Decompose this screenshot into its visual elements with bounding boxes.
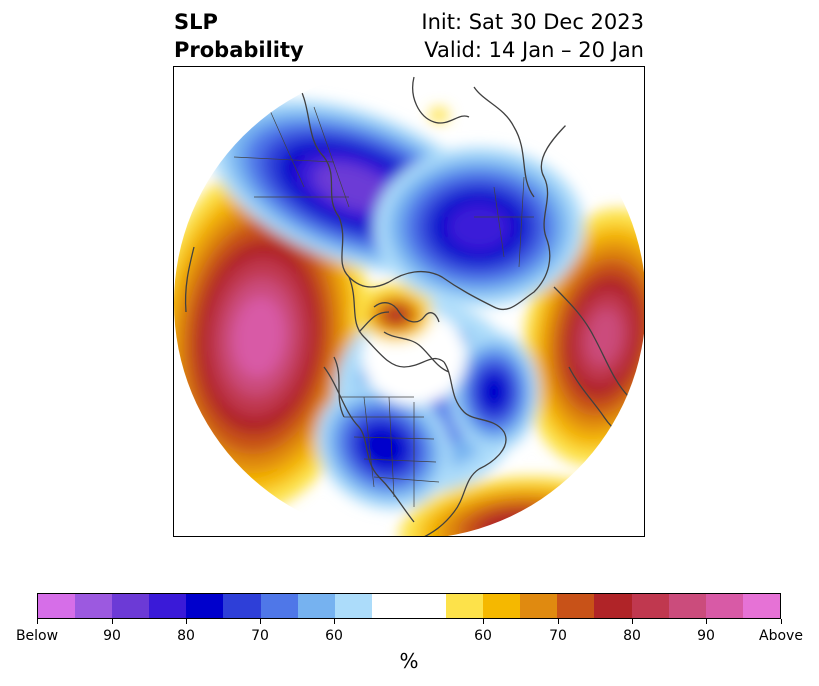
coastline-segment bbox=[421, 468, 480, 536]
colorbar-tick-label: 90 bbox=[697, 628, 715, 644]
colorbar-tick-label: 70 bbox=[549, 628, 567, 644]
forecast-dates: Init: Sat 30 Dec 2023 Valid: 14 Jan – 20… bbox=[421, 8, 644, 64]
below-anomaly-north bbox=[313, 162, 395, 212]
colorbar-tick-label: 90 bbox=[103, 628, 121, 644]
colorbar-segment-9 bbox=[371, 594, 409, 618]
above-anomaly-pole bbox=[385, 307, 407, 323]
colorbar bbox=[37, 593, 781, 619]
coastline-segment bbox=[473, 86, 535, 198]
colorbar-segment-8 bbox=[334, 594, 372, 618]
colorbar-segment-14 bbox=[557, 594, 595, 618]
colorbar-segment-6 bbox=[260, 594, 298, 618]
coastline-segment bbox=[383, 331, 450, 373]
colorbar-tick-mark bbox=[112, 619, 113, 624]
above-anomaly-west bbox=[233, 296, 285, 378]
coastline-segment bbox=[553, 286, 630, 398]
colorbar-tick-mark bbox=[706, 619, 707, 624]
colorbar-segment-10 bbox=[408, 594, 447, 618]
colorbar-tick-label: 60 bbox=[325, 628, 343, 644]
colorbar-segment-3 bbox=[149, 594, 187, 618]
title-line-slp: SLP bbox=[174, 10, 218, 34]
coastline-segment bbox=[443, 361, 507, 470]
political-border bbox=[363, 396, 375, 488]
political-border bbox=[388, 396, 395, 498]
political-border bbox=[518, 176, 525, 268]
colorbar-segment-1 bbox=[75, 594, 113, 618]
map-title: SLP Probability bbox=[174, 8, 304, 64]
title-line-probability: Probability bbox=[174, 38, 304, 62]
coastline-segment bbox=[323, 366, 415, 523]
colorbar-segment-13 bbox=[520, 594, 558, 618]
below-anomaly-northeast bbox=[447, 203, 511, 251]
colorbar-segment-11 bbox=[446, 594, 484, 618]
political-border bbox=[233, 156, 335, 163]
coastline-segment bbox=[184, 246, 195, 313]
colorbar-segment-2 bbox=[112, 594, 150, 618]
above-anomaly-east bbox=[585, 308, 623, 366]
colorbar-segment-4 bbox=[186, 594, 224, 618]
political-border bbox=[313, 106, 350, 208]
init-date: Init: Sat 30 Dec 2023 bbox=[421, 10, 644, 34]
coastline-segment bbox=[333, 356, 345, 418]
colorbar-tick-label: 60 bbox=[474, 628, 492, 644]
coastline-segment bbox=[293, 76, 390, 288]
below-anomaly-east bbox=[479, 372, 509, 412]
coastline-segment bbox=[373, 302, 440, 323]
polar-map bbox=[173, 66, 645, 537]
political-border bbox=[363, 458, 437, 463]
valid-range: Valid: 14 Jan – 20 Jan bbox=[424, 38, 644, 62]
colorbar-tick-mark bbox=[781, 619, 782, 624]
colorbar-segment-17 bbox=[668, 594, 706, 618]
coastline-segment bbox=[388, 236, 551, 311]
colorbar-segment-18 bbox=[705, 594, 743, 618]
colorbar-segment-7 bbox=[297, 594, 335, 618]
coastline-segment bbox=[412, 76, 470, 124]
colorbar-tick-mark bbox=[37, 619, 38, 624]
below-anomaly-southwest bbox=[359, 424, 409, 470]
political-border bbox=[353, 436, 435, 440]
colorbar-tick-label: 80 bbox=[623, 628, 641, 644]
colorbar-tick-label: Below bbox=[15, 628, 59, 644]
colorbar-tick-mark bbox=[558, 619, 559, 624]
colorbar-segment-12 bbox=[483, 594, 521, 618]
colorbar-unit-label: % bbox=[399, 649, 419, 673]
colorbar-segment-0 bbox=[38, 594, 76, 618]
map-canvas bbox=[174, 67, 644, 536]
political-border bbox=[373, 476, 440, 483]
colorbar-tick-mark bbox=[260, 619, 261, 624]
coastline-segment bbox=[348, 276, 445, 368]
colorbar-segment-16 bbox=[631, 594, 669, 618]
colorbar-tick-label: 80 bbox=[177, 628, 195, 644]
coastline-segment bbox=[358, 311, 390, 333]
above-anomaly-top bbox=[429, 107, 449, 123]
colorbar-tick-mark bbox=[632, 619, 633, 624]
colorbar-segment-5 bbox=[223, 594, 261, 618]
colorbar-tick-mark bbox=[334, 619, 335, 624]
political-border bbox=[493, 186, 505, 258]
colorbar-tick-mark bbox=[186, 619, 187, 624]
colorbar-tick-label: Above bbox=[759, 628, 803, 644]
colorbar-tick-label: 70 bbox=[251, 628, 269, 644]
colorbar-tick-mark bbox=[483, 619, 484, 624]
colorbar-segment-19 bbox=[742, 594, 780, 618]
colorbar-segment-15 bbox=[594, 594, 632, 618]
